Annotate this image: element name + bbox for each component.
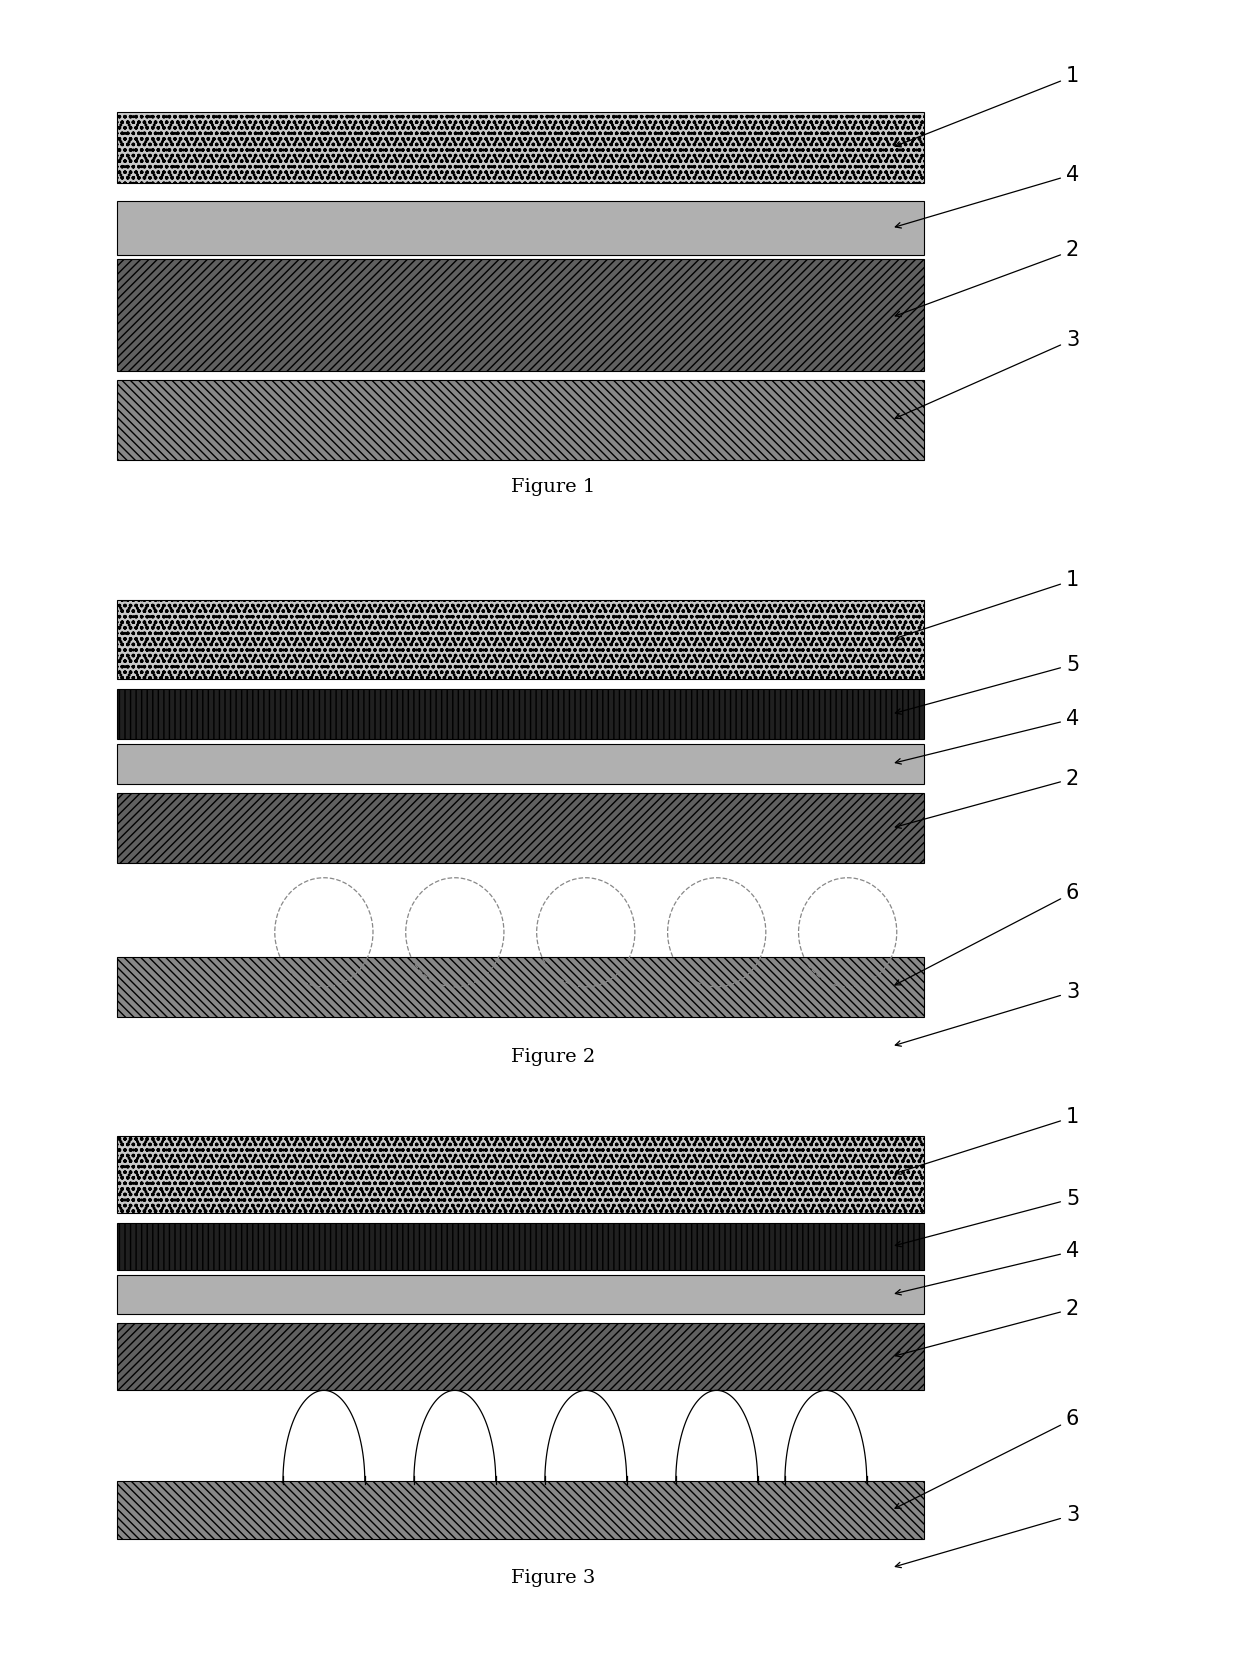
Text: Figure 2: Figure 2 [511,1048,595,1066]
Bar [117,1322,924,1390]
Bar [117,793,924,863]
Text: 2: 2 [895,1299,1079,1357]
Bar [117,202,924,255]
Text: 5: 5 [895,1189,1079,1246]
Bar [117,380,924,460]
Text: 2: 2 [895,769,1079,828]
Text: 5: 5 [895,655,1079,714]
Bar [117,1136,924,1213]
Bar [117,1223,924,1271]
Text: 1: 1 [895,66,1079,147]
Bar [117,689,924,739]
Text: 1: 1 [895,570,1079,640]
Text: 4: 4 [895,709,1079,764]
Text: 3: 3 [895,982,1079,1046]
Text: 6: 6 [895,1408,1079,1508]
Bar [117,600,924,679]
Text: Figure 1: Figure 1 [511,478,595,496]
Text: 3: 3 [895,329,1079,418]
Text: 1: 1 [895,1108,1079,1174]
Bar [117,112,924,183]
Text: 2: 2 [895,240,1079,317]
Bar [117,260,924,370]
Text: 3: 3 [895,1504,1079,1567]
Bar [117,957,924,1017]
Text: Figure 3: Figure 3 [511,1569,595,1587]
Text: 4: 4 [895,1241,1079,1294]
Bar [117,744,924,784]
Bar [117,1276,924,1314]
Text: 4: 4 [895,165,1079,228]
Text: 6: 6 [895,883,1079,985]
Bar [117,1481,924,1539]
